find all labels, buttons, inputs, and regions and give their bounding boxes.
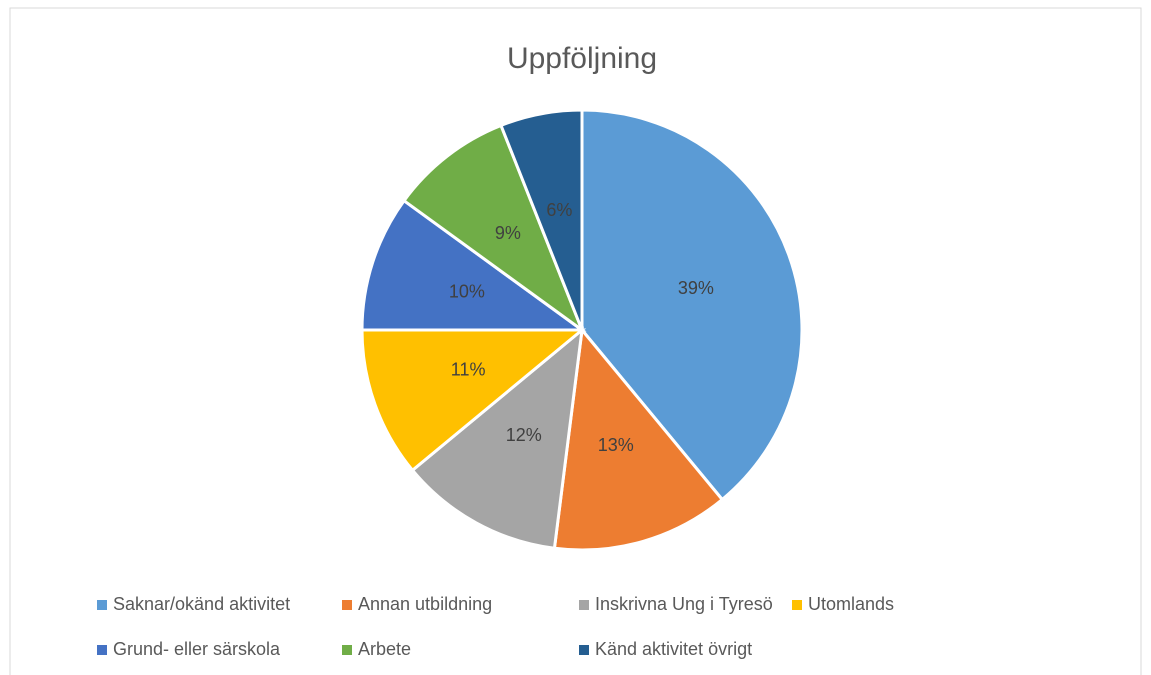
legend-label: Utomlands	[808, 594, 894, 614]
legend-label: Känd aktivitet övrigt	[595, 639, 752, 659]
legend-label: Inskrivna Ung i Tyresö	[595, 594, 773, 614]
legend-swatch	[579, 645, 589, 655]
pie-slice	[401, 123, 586, 335]
chart-frame	[9, 7, 1142, 675]
legend-swatch	[97, 600, 107, 610]
pie-slice	[499, 108, 584, 331]
legend-label: Saknar/okänd aktivitet	[113, 594, 290, 614]
legend-swatch	[342, 645, 352, 655]
data-label: 10%	[449, 281, 485, 301]
data-label: 39%	[678, 278, 714, 298]
data-label: 11%	[451, 360, 486, 380]
data-label: 6%	[546, 200, 572, 220]
legend-label: Annan utbildning	[358, 594, 492, 614]
pie-slice	[552, 326, 725, 552]
data-label: 9%	[495, 223, 521, 243]
pie-slice	[580, 108, 804, 502]
legend-swatch	[792, 600, 802, 610]
legend-label: Arbete	[358, 639, 411, 659]
pie-slice	[360, 198, 587, 332]
legend-swatch	[97, 645, 107, 655]
legend-label: Grund- eller särskola	[113, 639, 281, 659]
data-label: 12%	[506, 425, 542, 445]
chart-title: Uppföljning	[507, 42, 657, 75]
pie-slice	[410, 326, 584, 550]
pie-slice	[360, 328, 587, 473]
legend-swatch	[342, 600, 352, 610]
legend-swatch	[579, 600, 589, 610]
data-label: 13%	[598, 435, 634, 455]
